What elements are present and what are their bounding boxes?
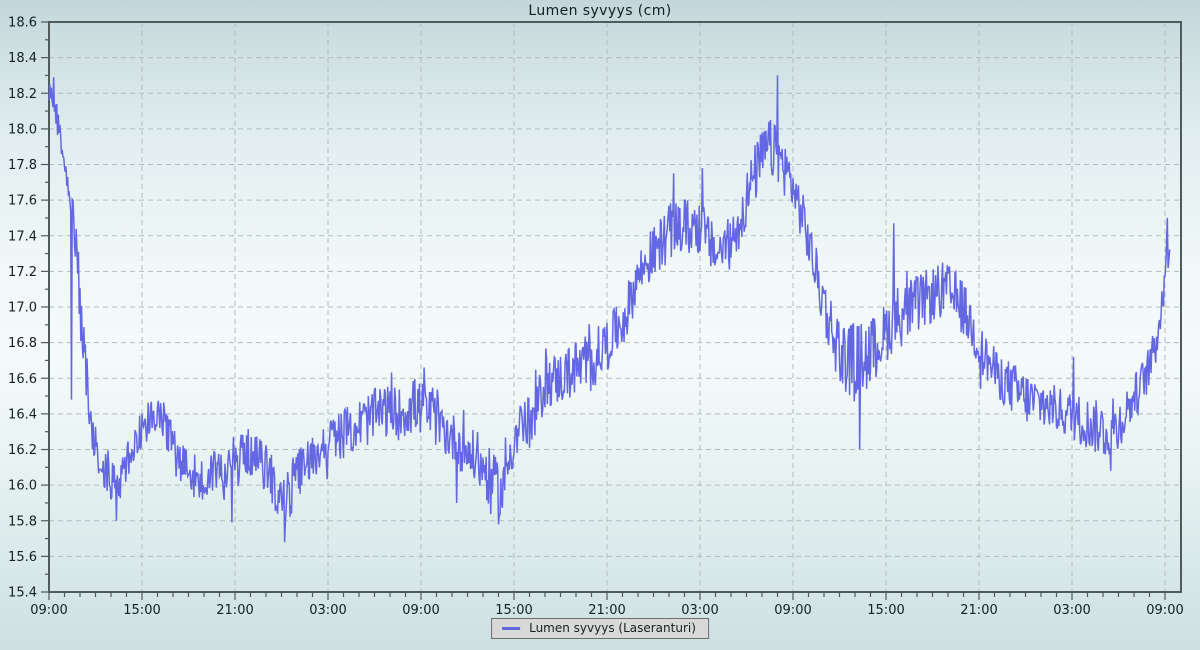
- y-tick-label: 18.6: [8, 16, 37, 31]
- y-axis-labels: 15.4 15.6 15.8 16.0 16.2 16.4 16.6 16.8 17.0 17.2…: [8, 16, 37, 601]
- plot-border: [48, 21, 1182, 593]
- y-tick-label: 17.2: [8, 265, 37, 280]
- x-tick-label: 03:00: [309, 603, 346, 618]
- x-tick-label: 21:00: [216, 603, 253, 618]
- x-tick-label: 09:00: [774, 603, 811, 618]
- x-axis-labels: 09:00 15:00 21:00 03:00 09:00 15:00 21:00 03:00…: [30, 603, 1183, 618]
- y-tick-label: 15.8: [8, 514, 37, 529]
- x-tick-label: 21:00: [588, 603, 625, 618]
- legend-line-sample: [502, 626, 521, 630]
- x-tick-label: 09:00: [30, 603, 67, 618]
- y-tick-label: 16.2: [8, 443, 37, 458]
- y-tick-label: 17.4: [8, 229, 37, 244]
- y-tick-label: 15.6: [8, 550, 37, 565]
- y-tick-label: 16.8: [8, 336, 37, 351]
- y-tick-label: 17.8: [8, 158, 37, 173]
- x-tick-label: 15:00: [867, 603, 904, 618]
- y-tick-label: 15.4: [8, 586, 37, 601]
- axis-ticks: [41, 21, 1166, 600]
- y-tick-label: 17.6: [8, 194, 37, 209]
- y-tick-label: 18.0: [8, 122, 37, 137]
- x-tick-label: 15:00: [123, 603, 160, 618]
- y-tick-label: 16.4: [8, 407, 37, 422]
- x-tick-label: 09:00: [1146, 603, 1183, 618]
- chart-title: Lumen syvyys (cm): [528, 3, 672, 19]
- data-line: [48, 75, 1171, 543]
- y-tick-label: 16.6: [8, 372, 37, 387]
- gridlines: [49, 22, 1181, 592]
- x-tick-label: 09:00: [402, 603, 439, 618]
- x-tick-label: 03:00: [681, 603, 718, 618]
- y-tick-label: 17.0: [8, 301, 37, 316]
- legend: Lumen syvyys (Laseranturi): [491, 618, 709, 639]
- y-tick-label: 18.4: [8, 51, 37, 66]
- x-tick-label: 21:00: [960, 603, 997, 618]
- x-tick-label: 03:00: [1053, 603, 1090, 618]
- legend-label: Lumen syvyys (Laseranturi): [529, 621, 696, 635]
- x-tick-label: 15:00: [495, 603, 532, 618]
- y-tick-label: 16.0: [8, 479, 37, 494]
- y-tick-label: 18.2: [8, 87, 37, 102]
